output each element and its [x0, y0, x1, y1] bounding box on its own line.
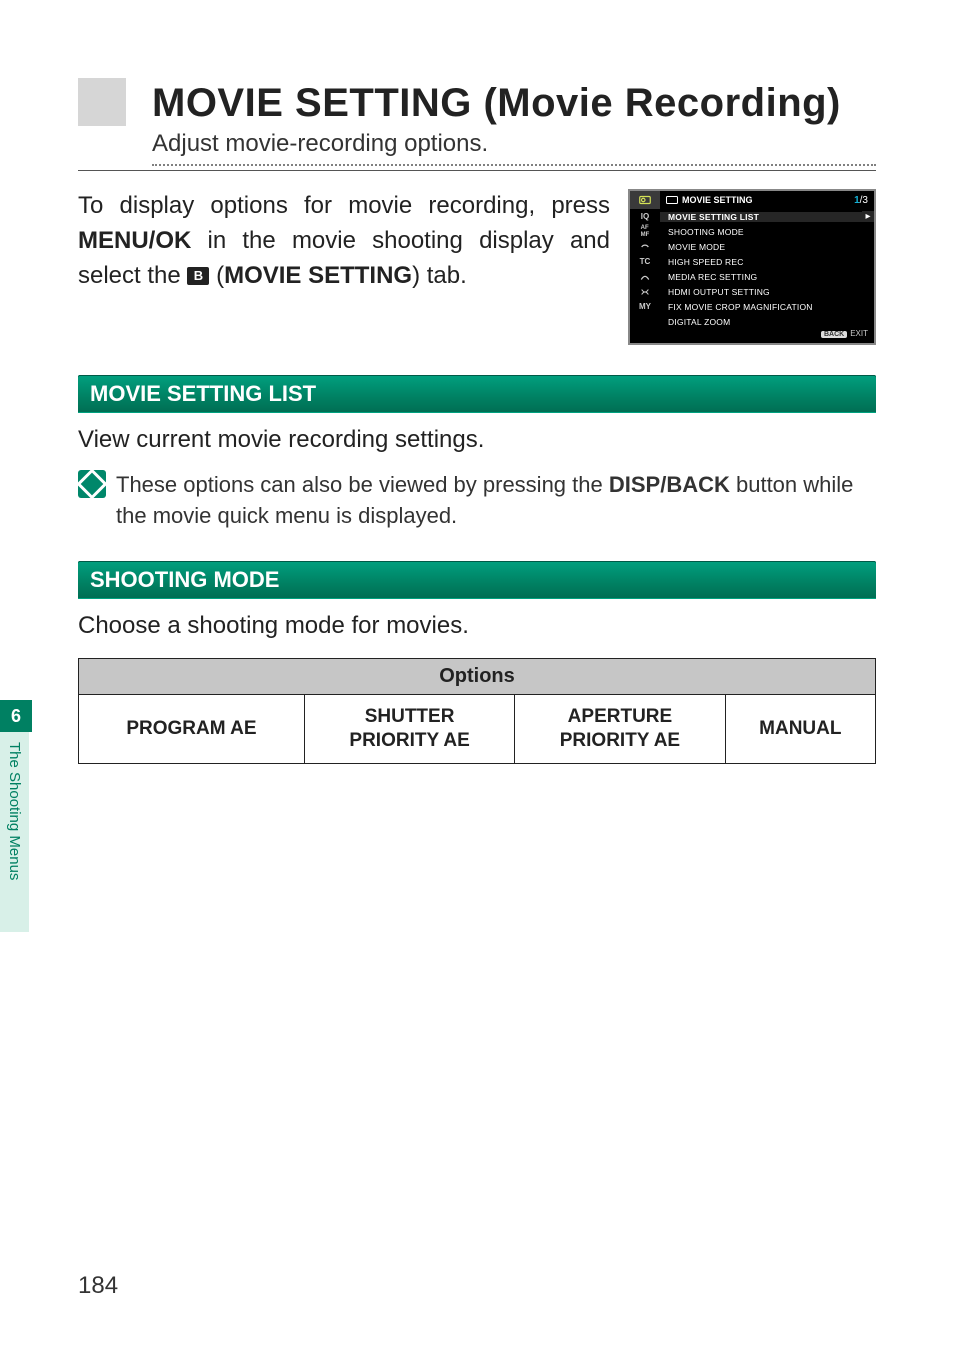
note-key-dispback: DISP/BACK: [609, 472, 730, 497]
option-cell: SHUTTER PRIORITY AE: [304, 695, 514, 764]
menu-page-indicator: 1/3: [854, 195, 874, 206]
option-cell: MANUAL: [725, 695, 875, 764]
options-header: Options: [79, 659, 876, 695]
menu-header-label: MOVIE SETTING: [682, 195, 753, 205]
title-box-graphic: [78, 78, 126, 126]
note-text: These options can also be viewed by pres…: [116, 470, 876, 532]
section-body: View current movie recording settings.: [78, 423, 876, 458]
option-cell: PROGRAM AE: [79, 695, 305, 764]
menu-side-icon: [630, 239, 660, 254]
intro-text-1: To display options for movie recording, …: [78, 192, 610, 219]
title-solid-rule: [78, 170, 876, 171]
section-body: Choose a shooting mode for movies.: [78, 609, 876, 644]
intro-key-movie-setting: MOVIE SETTING: [224, 262, 412, 289]
menu-item-arrow-icon: ▸: [862, 211, 874, 222]
menu-side-icon: [630, 269, 660, 284]
intro-text-3: ) tab.: [412, 262, 467, 289]
menu-item: DIGITAL ZOOM: [660, 317, 874, 327]
movie-setting-glyph: B: [187, 267, 209, 285]
section-heading-shooting-mode: SHOOTING MODE: [78, 561, 876, 599]
chapter-label: The Shooting Menus: [0, 732, 29, 932]
chapter-number: 6: [0, 700, 32, 732]
menu-item: SHOOTING MODE: [660, 227, 874, 237]
menu-side-icon-af: AF MF: [630, 224, 660, 239]
menu-item: MOVIE MODE: [660, 242, 874, 252]
menu-side-icon-iq: IQ: [630, 209, 660, 224]
page-number: 184: [78, 1272, 118, 1300]
menu-tab-icon: [630, 191, 660, 209]
page-subtitle: Adjust movie-recording options.: [152, 130, 876, 158]
intro-open-paren: (: [209, 262, 224, 289]
menu-side-icon-tc: TC: [630, 254, 660, 269]
side-tab: 6 The Shooting Menus: [0, 700, 32, 932]
title-dotted-rule: [152, 164, 876, 166]
menu-item: FIX MOVIE CROP MAGNIFICATION: [660, 302, 874, 312]
intro-paragraph: To display options for movie recording, …: [78, 189, 610, 293]
menu-item: HIGH SPEED REC: [660, 257, 874, 267]
menu-side-icon: [630, 284, 660, 299]
options-table: Options PROGRAM AE SHUTTER PRIORITY AE A…: [78, 658, 876, 764]
section-heading-movie-setting-list: MOVIE SETTING LIST: [78, 375, 876, 413]
page-title: MOVIE SETTING (Movie Recording): [152, 81, 841, 126]
menu-side-icon: [630, 314, 660, 329]
option-cell: APERTURE PRIORITY AE: [515, 695, 725, 764]
note-icon: [78, 470, 106, 498]
menu-item: MOVIE SETTING LIST: [660, 212, 862, 222]
intro-key-menuok: MENU/OK: [78, 227, 191, 254]
camera-menu-screenshot: MOVIE SETTING 1/3 IQ MOVIE SETTING LIST …: [628, 189, 876, 345]
menu-footer: BACKEXIT: [630, 329, 874, 343]
menu-side-icon-my: MY: [630, 299, 660, 314]
menu-item: MEDIA REC SETTING: [660, 272, 874, 282]
menu-item: HDMI OUTPUT SETTING: [660, 287, 874, 297]
